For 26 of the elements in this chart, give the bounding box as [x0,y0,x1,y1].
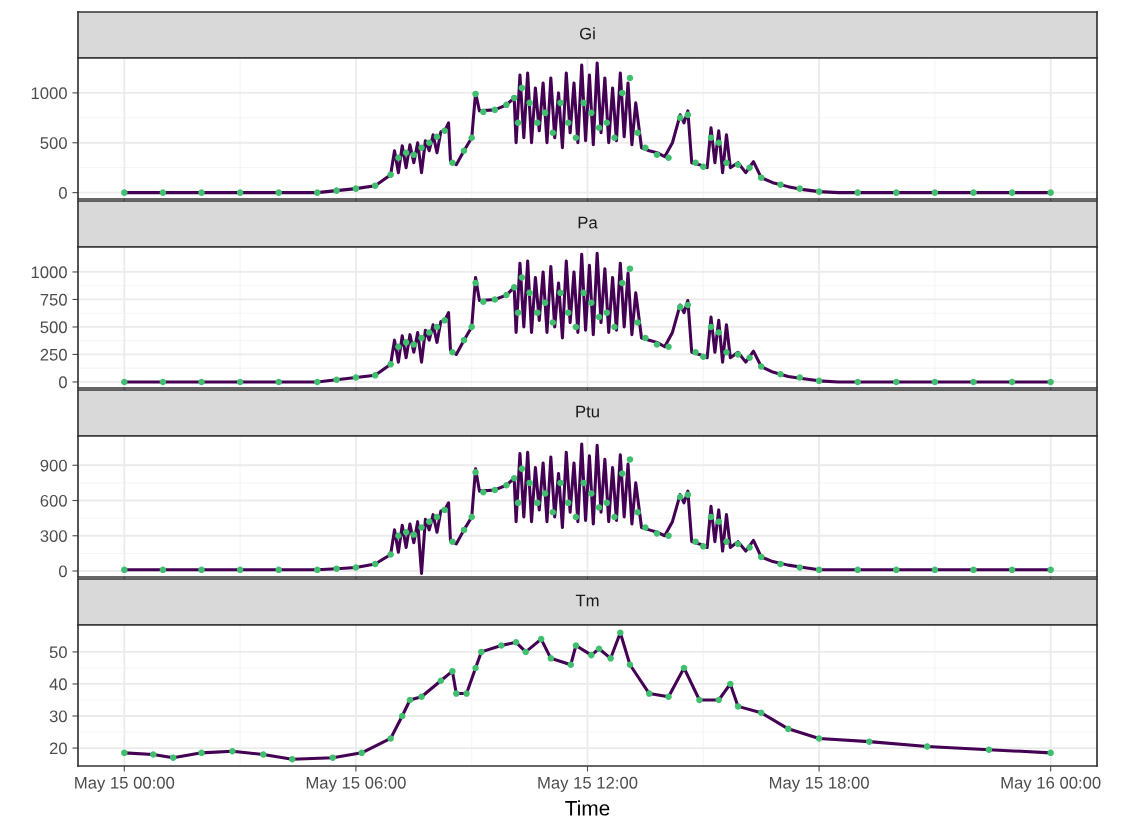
y-tick-label: 20 [49,742,67,755]
chart-title: Ptu [576,405,599,418]
y-tick-label: 50 [49,646,67,659]
y-tick-label: 300 [40,530,67,542]
y-tick-label: 0 [58,187,67,199]
y-tick-label: 30 [49,710,67,723]
y-tick-label: 500 [40,137,67,149]
chart-title: Gi [580,27,595,40]
y-tick-label: 40 [49,678,67,691]
y-tick-label: 250 [40,348,67,361]
y-tick-label: 600 [40,494,67,507]
y-tick-label: 0 [58,565,67,578]
y-tick-label: 1000 [31,266,67,279]
x-tick-label: May 15 06:00 [306,776,406,792]
chart-title: Pa [578,216,598,229]
x-axis-title: Time [565,800,610,816]
x-tick-label: May 16 00:00 [1001,776,1101,792]
chart-title: Tm [575,594,599,607]
y-tick-label: 1000 [31,87,67,100]
y-tick-label: 0 [58,376,67,389]
y-tick-label: 900 [40,459,67,472]
x-tick-label: May 15 12:00 [538,776,638,792]
y-tick-label: 500 [40,321,67,334]
y-tick-label: 750 [40,293,67,306]
x-tick-label: May 15 00:00 [75,776,175,792]
x-tick-label: May 15 18:00 [769,776,869,792]
